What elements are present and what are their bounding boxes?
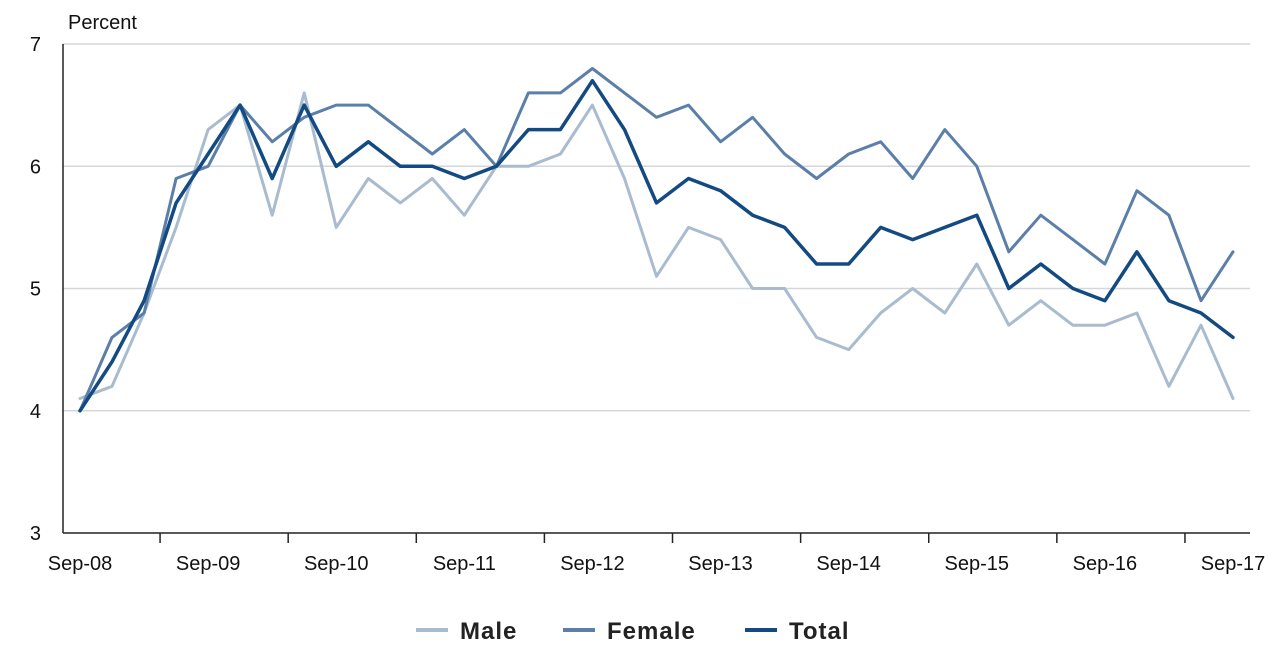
x-tick-label: Sep-11 xyxy=(433,553,496,575)
x-tick-label: Sep-10 xyxy=(304,553,369,575)
grid-layer xyxy=(63,43,1250,412)
x-tick-label: Sep-09 xyxy=(176,553,241,575)
y-tick-label: 5 xyxy=(30,279,41,301)
y-tick-label: 3 xyxy=(30,523,41,545)
series-layer xyxy=(78,67,1235,413)
y-tick-label: 4 xyxy=(30,401,41,423)
label-layer: Percent 3 4 5 6 7 Sep-08 Sep-09 Sep-10 Sep-11 Sep… xyxy=(30,12,1265,575)
x-tick-label: Sep-08 xyxy=(48,553,113,575)
x-tick-label: Sep-14 xyxy=(816,553,881,575)
x-tick-label: Sep-12 xyxy=(560,553,625,575)
legend: Male Female Total xyxy=(416,618,850,645)
y-tick-label: 7 xyxy=(30,34,41,56)
series-line-male xyxy=(78,91,1235,400)
y-tick-label: 6 xyxy=(30,156,41,178)
legend-label-male: Male xyxy=(460,618,517,645)
legend-label-total: Total xyxy=(789,618,850,645)
series-line-female xyxy=(78,67,1235,413)
series-line-total xyxy=(78,78,1235,413)
x-tick-label: Sep-16 xyxy=(1073,553,1138,575)
y-axis-label: Percent xyxy=(68,12,137,34)
x-tick-label: Sep-15 xyxy=(945,553,1010,575)
x-tick-label: Sep-13 xyxy=(688,553,753,575)
axis-layer xyxy=(62,44,1250,543)
legend-label-female: Female xyxy=(607,618,696,645)
x-tick-label: Sep-17 xyxy=(1201,553,1266,575)
